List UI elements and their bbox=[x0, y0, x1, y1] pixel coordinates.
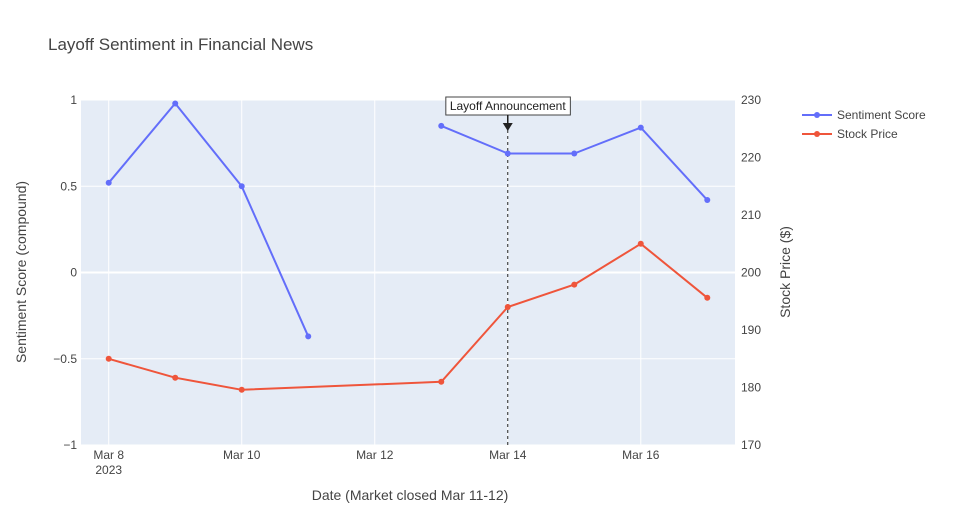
gridlines bbox=[81, 99, 735, 446]
y-tick-label: −0.5 bbox=[53, 352, 77, 366]
stock-price-point[interactable] bbox=[571, 281, 578, 288]
legend-label: Sentiment Score bbox=[837, 108, 926, 122]
x-axis-label: Date (Market closed Mar 11-12) bbox=[312, 487, 509, 503]
stock-price-point[interactable] bbox=[504, 304, 511, 310]
sentiment-score-point[interactable] bbox=[571, 150, 578, 157]
series-layer bbox=[105, 100, 711, 393]
stock-price-point[interactable] bbox=[637, 240, 644, 247]
legend[interactable]: Sentiment Score Stock Price bbox=[802, 108, 926, 141]
stock-price-point[interactable] bbox=[238, 386, 245, 393]
sentiment-score-point[interactable] bbox=[504, 150, 511, 157]
y-axis-left: −1 −0.5 0 0.5 1 bbox=[53, 93, 77, 452]
y2-tick-label: 220 bbox=[741, 151, 761, 165]
stock-price-point[interactable] bbox=[172, 374, 179, 381]
legend-swatch-marker bbox=[814, 131, 820, 137]
legend-swatch-marker bbox=[814, 112, 820, 118]
y2-tick-label: 200 bbox=[741, 266, 761, 280]
annotation-arrow-head bbox=[502, 123, 513, 131]
y-axis-label: Sentiment Score (compound) bbox=[13, 181, 29, 363]
sentiment-score-point[interactable] bbox=[305, 333, 312, 340]
x-tick-label: Mar 12 bbox=[356, 448, 394, 462]
sentiment-score-point[interactable] bbox=[238, 183, 245, 190]
y2-tick-label: 190 bbox=[741, 323, 761, 337]
y2-tick-label: 170 bbox=[741, 438, 761, 452]
sentiment-score-point[interactable] bbox=[438, 122, 445, 129]
y-axis-right: 170 180 190 200 210 220 230 bbox=[741, 93, 761, 452]
annotation-label: Layoff Announcement bbox=[450, 99, 567, 113]
legend-item-sentiment-score[interactable]: Sentiment Score bbox=[802, 108, 926, 122]
stock-price-line bbox=[108, 242, 708, 391]
x-tick-label: Mar 8 bbox=[93, 448, 124, 462]
chart-title: Layoff Sentiment in Financial News bbox=[48, 35, 313, 54]
x-tick-label: Mar 14 bbox=[489, 448, 527, 462]
stock-price-point[interactable] bbox=[438, 378, 445, 385]
sentiment-score-point[interactable] bbox=[704, 197, 711, 204]
y2-axis-label: Stock Price ($) bbox=[777, 226, 793, 318]
annotation-layer: Layoff Announcement bbox=[445, 96, 571, 131]
x-tick-label: Mar 10 bbox=[223, 448, 261, 462]
x-tick-label: Mar 16 bbox=[622, 448, 660, 462]
y-tick-label: −1 bbox=[63, 438, 77, 452]
legend-item-stock-price[interactable]: Stock Price bbox=[802, 127, 898, 141]
y-tick-label: 0 bbox=[70, 266, 77, 280]
y-tick-label: 0.5 bbox=[60, 179, 77, 193]
stock-price-point[interactable] bbox=[105, 355, 112, 362]
y2-tick-label: 210 bbox=[741, 208, 761, 222]
stock-price-point[interactable] bbox=[704, 294, 711, 301]
y2-tick-label: 230 bbox=[741, 93, 761, 107]
x-tick-sublabel: 2023 bbox=[95, 463, 122, 477]
sentiment-score-point[interactable] bbox=[637, 124, 644, 131]
sentiment-score-point[interactable] bbox=[172, 100, 179, 107]
legend-label: Stock Price bbox=[837, 127, 898, 141]
y-tick-label: 1 bbox=[70, 93, 77, 107]
y2-tick-label: 180 bbox=[741, 381, 761, 395]
sentiment-score-point[interactable] bbox=[105, 179, 112, 186]
